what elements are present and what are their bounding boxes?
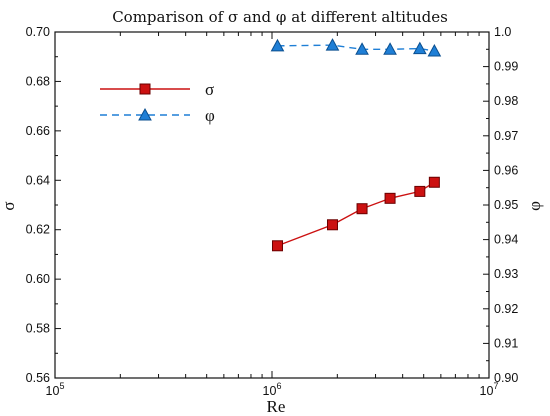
series-1-point [428, 176, 440, 188]
y-left-tick-label: 0.64 [26, 173, 50, 187]
y-left-tick-label: 0.60 [26, 272, 50, 286]
y-right-axis-label: φ [525, 201, 544, 211]
y-right-tick-label: 0.90 [494, 371, 518, 385]
y-right-tick-label: 0.94 [494, 233, 518, 247]
legend-label-1: σ [205, 80, 214, 99]
x-tick-label: 106 [263, 381, 282, 398]
legend-marker-1 [139, 83, 151, 95]
y-right-tick-label: 0.99 [494, 60, 518, 74]
y-right-tick-label: 1.0 [494, 25, 511, 39]
series-2-point [383, 42, 397, 55]
x-tick-label-base: 10 [263, 384, 277, 398]
x-tick-label-base: 10 [46, 384, 60, 398]
legend-label-2: φ [205, 106, 215, 125]
y-right-tick-label: 0.98 [494, 94, 518, 108]
y-left-tick-label: 0.56 [26, 371, 50, 385]
chart-title: Comparison of σ and φ at different altit… [112, 8, 448, 26]
y-right-tick-label: 0.95 [494, 198, 518, 212]
series-2-point [427, 43, 442, 57]
y-left-axis-label: σ [0, 201, 18, 210]
x-tick-label: 107 [480, 381, 499, 398]
series-layer [270, 38, 442, 252]
y-right-tick-label: 0.96 [494, 163, 518, 177]
series-1-point [271, 240, 283, 252]
y-right-tick-label: 0.97 [494, 129, 518, 143]
series-2-point [355, 42, 369, 55]
ticks-layer: 0.56 0.58 0.60 0.62 0.64 0.66 0.68 0.70 0.90 0.91… [26, 25, 519, 398]
x-tick-label-exponent: 5 [59, 381, 64, 391]
x-axis-label: Re [267, 397, 286, 416]
y-left-tick-label: 0.68 [26, 74, 50, 88]
y-left-tick-label: 0.62 [26, 223, 50, 237]
legend-marker-2 [138, 107, 152, 121]
series-2-point [412, 41, 427, 55]
y-right-tick-label: 0.92 [494, 302, 518, 316]
y-right-tick-label: 0.91 [494, 336, 518, 350]
series-1-point [414, 185, 426, 197]
x-tick-label: 105 [46, 381, 65, 398]
series-line-1 [277, 181, 435, 247]
x-tick-label-base: 10 [480, 384, 494, 398]
x-tick-label-exponent: 7 [493, 381, 498, 391]
series-1-point [326, 219, 338, 231]
y-left-tick-label: 0.66 [26, 124, 50, 138]
series-2-point [325, 38, 340, 51]
series-2-point [270, 38, 285, 52]
x-tick-label-exponent: 6 [276, 381, 281, 391]
plot-frame [54, 31, 490, 379]
y-left-tick-label: 0.58 [26, 322, 50, 336]
series-1-point [356, 203, 368, 215]
legend: σφ [100, 80, 215, 125]
y-right-tick-label: 0.93 [494, 267, 518, 281]
series-line-2 [277, 44, 435, 52]
series-1-point [384, 192, 396, 204]
y-left-tick-label: 0.70 [26, 25, 50, 39]
